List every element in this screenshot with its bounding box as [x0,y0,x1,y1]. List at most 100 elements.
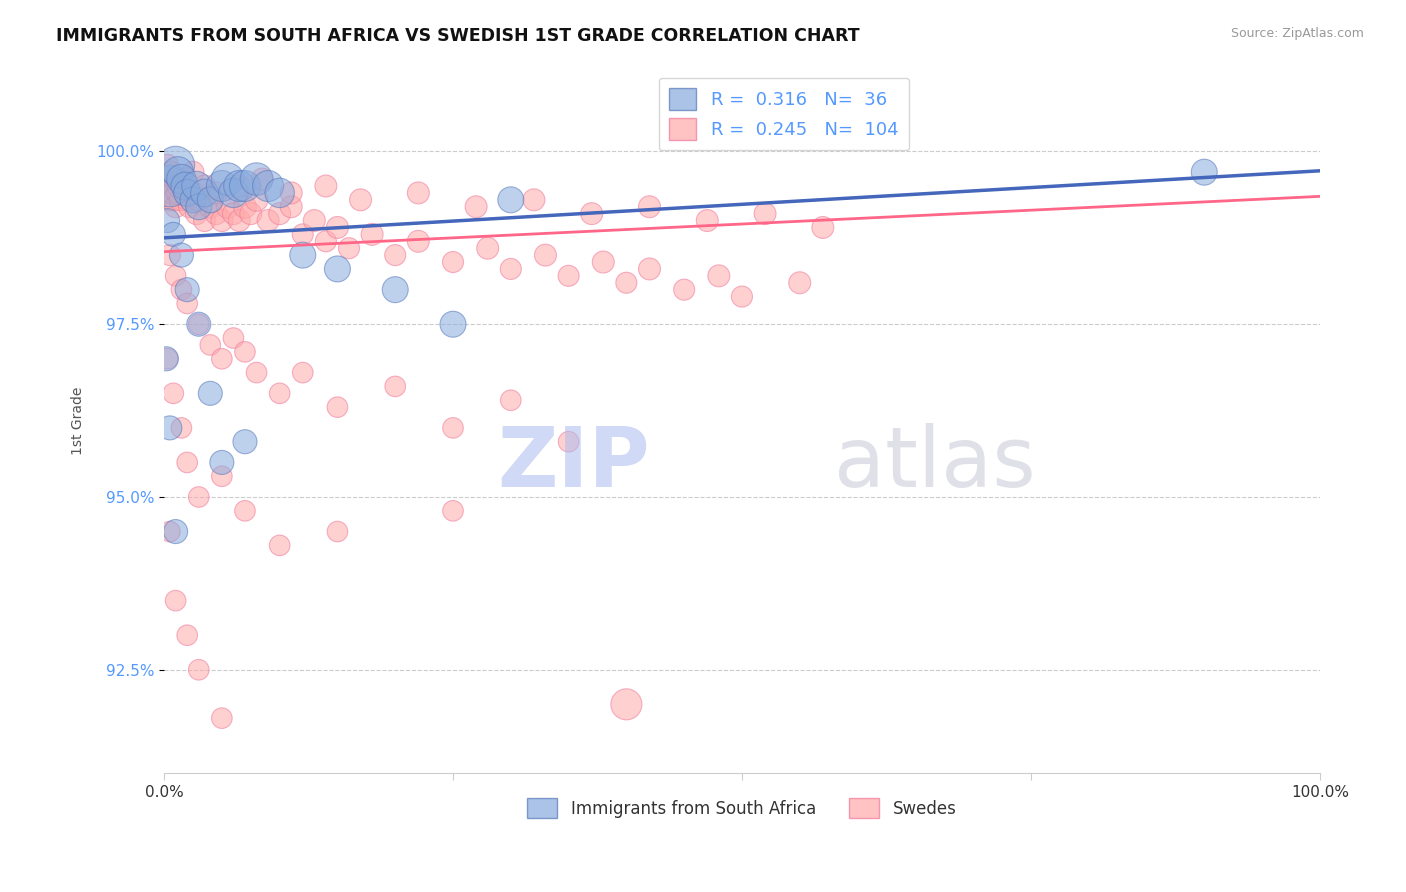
Point [155,172,177,186]
Point [211,351,233,366]
Point [811,220,834,235]
Point [384,248,406,262]
Point [337,241,360,255]
Point [170,172,193,186]
Point [193,213,215,227]
Point [581,207,603,221]
Point [222,207,245,221]
Point [162,386,184,401]
Point [217,172,239,186]
Point [499,261,522,276]
Point [315,235,337,249]
Point [159,248,181,262]
Point [159,193,181,207]
Text: Source: ZipAtlas.com: Source: ZipAtlas.com [1230,27,1364,40]
Point [165,268,187,283]
Point [165,158,187,172]
Point [228,213,250,227]
Point [155,351,177,366]
Point [349,193,371,207]
Point [187,193,209,207]
Point [304,213,326,227]
Point [156,351,179,366]
Point [257,213,280,227]
Point [156,158,179,172]
Point [245,193,267,207]
Point [326,261,349,276]
Text: IMMIGRANTS FROM SOUTH AFRICA VS SWEDISH 1ST GRADE CORRELATION CHART: IMMIGRANTS FROM SOUTH AFRICA VS SWEDISH … [56,27,860,45]
Point [291,227,314,242]
Point [638,261,661,276]
Point [187,317,209,331]
Point [167,186,190,200]
Point [200,193,222,207]
Point [159,179,181,194]
Point [176,455,198,469]
Point [193,186,215,200]
Point [165,524,187,539]
Legend: Immigrants from South Africa, Swedes: Immigrants from South Africa, Swedes [520,791,963,825]
Point [187,663,209,677]
Point [228,179,250,194]
Point [233,179,256,194]
Point [176,186,198,200]
Point [384,283,406,297]
Point [269,207,291,221]
Point [384,379,406,393]
Point [614,698,637,712]
Point [707,268,730,283]
Point [280,200,302,214]
Point [789,276,811,290]
Point [163,172,186,186]
Point [159,524,181,539]
Point [170,283,193,297]
Point [200,338,222,352]
Point [181,165,204,179]
Point [731,289,754,303]
Point [176,296,198,310]
Point [239,207,262,221]
Point [205,186,228,200]
Point [754,207,776,221]
Point [534,248,557,262]
Point [211,213,233,227]
Point [156,179,179,194]
Point [187,200,209,214]
Point [614,276,637,290]
Point [291,248,314,262]
Point [477,241,499,255]
Point [291,366,314,380]
Point [222,186,245,200]
Point [499,393,522,408]
Point [245,172,267,186]
Point [165,593,187,607]
Point [176,283,198,297]
Point [269,186,291,200]
Point [557,434,579,449]
Point [170,421,193,435]
Point [326,524,349,539]
Point [187,490,209,504]
Point [280,186,302,200]
Point [160,179,183,194]
Point [222,331,245,345]
Point [193,179,215,194]
Point [167,165,190,179]
Point [269,386,291,401]
Point [228,179,250,194]
Point [187,317,209,331]
Point [408,186,430,200]
Point [169,193,191,207]
Point [156,213,179,227]
Point [361,227,384,242]
Point [186,179,208,194]
Point [673,283,696,297]
Point [211,455,233,469]
Point [523,193,546,207]
Point [441,317,464,331]
Point [217,200,239,214]
Point [269,538,291,552]
Point [162,193,184,207]
Point [200,200,222,214]
Point [1194,165,1216,179]
